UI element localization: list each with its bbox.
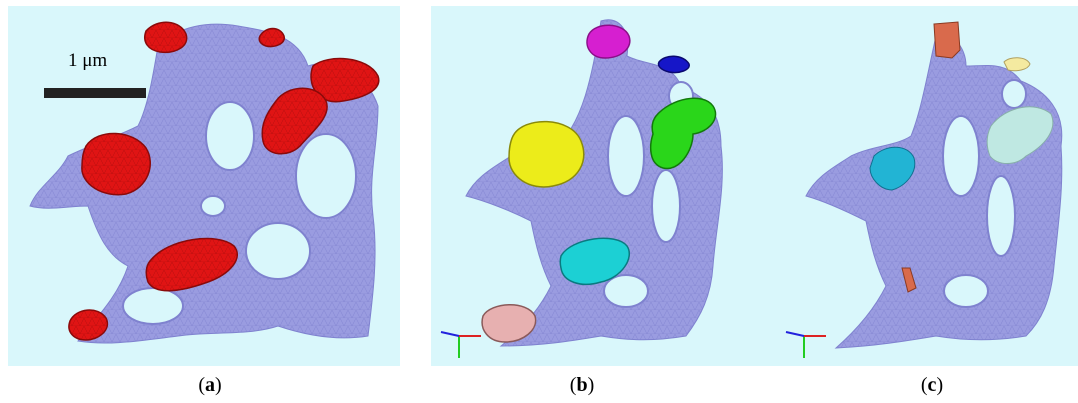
yellow-particle	[508, 120, 585, 188]
pore-3	[1001, 79, 1027, 109]
pore-5	[122, 287, 184, 325]
cyan-patch	[869, 146, 916, 191]
caption-a: (a)	[198, 374, 222, 396]
porous-mesh	[805, 34, 1063, 349]
caption-b: (b)	[569, 374, 595, 396]
mesh-structure-c	[785, 21, 1063, 358]
pore-2	[651, 169, 681, 243]
mesh-structure-b	[440, 19, 723, 358]
blue-particle	[657, 55, 690, 74]
orange-patch-bottom	[901, 267, 917, 293]
pale-cyan-patch	[986, 106, 1054, 164]
red-particle-2	[258, 27, 285, 48]
pore-4	[245, 222, 311, 280]
axes-icon	[785, 331, 826, 358]
pore-4	[943, 274, 989, 308]
orange-patch-top	[933, 21, 961, 59]
red-particle-7	[68, 309, 109, 341]
pore-1	[607, 115, 645, 197]
pore-4	[603, 274, 649, 308]
red-particle-5	[81, 132, 151, 196]
pore-1	[205, 101, 255, 171]
panel-a: 1 μm	[8, 6, 400, 366]
mesh-structure-a	[29, 21, 380, 344]
cyan-particle	[559, 237, 630, 286]
red-particle-1	[144, 21, 188, 54]
red-particle-6	[145, 237, 238, 292]
pale-yellow-patch	[1003, 57, 1031, 72]
pore-3	[200, 195, 226, 217]
pink-particle	[481, 304, 537, 343]
panel-b	[431, 6, 825, 366]
pore-1	[942, 115, 980, 197]
magenta-particle	[586, 24, 631, 59]
green-particle	[649, 97, 717, 170]
scale-bar-label: 1 μm	[68, 50, 108, 71]
pore-2	[295, 133, 357, 219]
axes-icon	[440, 331, 481, 358]
pore-2	[986, 175, 1016, 257]
panel-c	[776, 6, 1078, 366]
caption-c: (c)	[920, 374, 944, 396]
scale-bar	[44, 88, 146, 98]
red-particle-4	[261, 87, 328, 155]
